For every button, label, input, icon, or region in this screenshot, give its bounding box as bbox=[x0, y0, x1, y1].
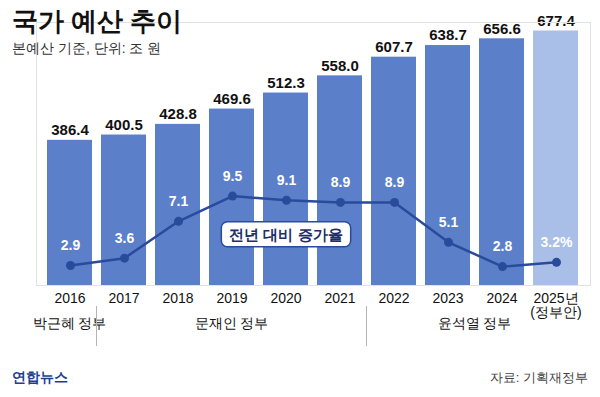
svg-text:512.3: 512.3 bbox=[267, 74, 305, 91]
svg-text:2024: 2024 bbox=[486, 290, 517, 306]
html-text:국가 예산 추이: 국가 예산 추이 bbox=[12, 6, 183, 36]
svg-text:638.7: 638.7 bbox=[429, 26, 467, 43]
svg-text:2018: 2018 bbox=[162, 290, 193, 306]
svg-text:전년 대비 증가율: 전년 대비 증가율 bbox=[229, 226, 342, 243]
html-text:자료: 기획재정부: 자료: 기획재정부 bbox=[489, 370, 588, 385]
html-text:연합뉴스: 연합뉴스 bbox=[12, 369, 68, 385]
svg-text:문재인 정부: 문재인 정부 bbox=[195, 315, 269, 331]
svg-text:2.8: 2.8 bbox=[493, 238, 513, 254]
svg-text:2017: 2017 bbox=[108, 290, 139, 306]
svg-text:3.6: 3.6 bbox=[115, 230, 135, 246]
svg-text:2025년(정부안): 2025년(정부안) bbox=[530, 290, 581, 320]
svg-text:386.4: 386.4 bbox=[51, 121, 89, 138]
svg-text:469.6: 469.6 bbox=[213, 90, 251, 107]
svg-text:박근혜 정부: 박근혜 정부 bbox=[33, 315, 107, 331]
svg-text:5.1: 5.1 bbox=[439, 214, 459, 230]
svg-text:9.1: 9.1 bbox=[277, 172, 297, 188]
svg-text:2021: 2021 bbox=[324, 290, 355, 306]
svg-text:677.4: 677.4 bbox=[537, 12, 575, 29]
svg-text:558.0: 558.0 bbox=[321, 57, 359, 74]
svg-text:2016: 2016 bbox=[54, 290, 85, 306]
svg-text:8.9: 8.9 bbox=[331, 174, 351, 190]
svg-text:2019: 2019 bbox=[216, 290, 247, 306]
svg-text:7.1: 7.1 bbox=[169, 193, 189, 209]
svg-text:윤석열 정부: 윤석열 정부 bbox=[438, 315, 512, 331]
svg-text:2022: 2022 bbox=[378, 290, 409, 306]
svg-text:400.5: 400.5 bbox=[105, 116, 143, 133]
svg-text:656.6: 656.6 bbox=[483, 19, 521, 37]
svg-text:3.2%: 3.2% bbox=[541, 234, 573, 250]
svg-text:9.5: 9.5 bbox=[223, 168, 243, 184]
svg-text:8.9: 8.9 bbox=[385, 174, 405, 190]
svg-text:607.7: 607.7 bbox=[375, 38, 413, 55]
svg-text:2023: 2023 bbox=[432, 290, 463, 306]
html-text:본예산 기준, 단위: 조 원: 본예산 기준, 단위: 조 원 bbox=[12, 40, 162, 56]
svg-text:2020: 2020 bbox=[270, 290, 301, 306]
svg-text:428.8: 428.8 bbox=[159, 105, 197, 122]
svg-text:2.9: 2.9 bbox=[61, 237, 81, 253]
